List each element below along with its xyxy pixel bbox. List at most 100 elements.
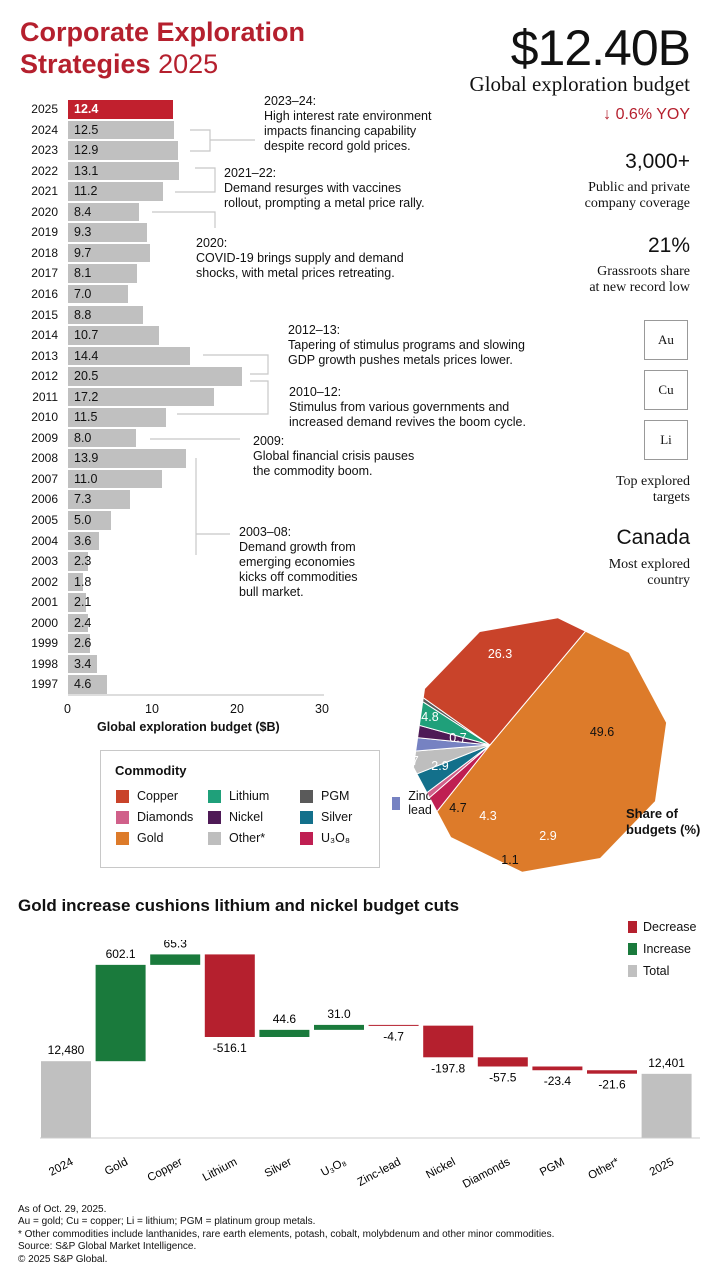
annotation-line: GDP growth pushes metals prices lower. — [288, 353, 513, 367]
bar-value: 8.0 — [74, 430, 92, 445]
bar-2017: 8.1 — [68, 264, 137, 283]
waterfall-value: 602.1 — [106, 947, 136, 961]
target-cu-box: Cu — [644, 370, 688, 410]
bar-value: 13.1 — [74, 163, 99, 178]
pie-label: 2.9 — [539, 829, 556, 843]
legend-swatch — [208, 810, 221, 824]
bar-value: 2.6 — [74, 636, 92, 651]
annotation-head: 2010–12: — [289, 385, 342, 399]
year-label: 2018 — [31, 245, 58, 260]
page-title: Corporate Exploration Strategies 2025 — [20, 17, 306, 79]
bar-value: 8.1 — [74, 266, 92, 281]
year-label: 1999 — [31, 636, 58, 651]
pie-slice-pgm — [413, 618, 491, 746]
pie-label: 4.8 — [421, 710, 438, 724]
bar-2009: 8.0 — [68, 428, 136, 448]
bar-2010: 11.5 — [68, 408, 166, 427]
legend-swatch — [300, 831, 313, 845]
footer-notes: As of Oct. 29, 2025. Au = gold; Cu = copp… — [18, 1204, 554, 1266]
annotation-line: increased demand revives the boom cycle. — [289, 415, 526, 429]
bar-1998: 3.4 — [68, 654, 97, 674]
budget-value: $12.40B — [510, 20, 691, 76]
legend-swatch — [208, 789, 221, 803]
bar-2005: 5.0 — [68, 511, 111, 530]
legend-item-u₃o₈: U₃O₈ — [300, 831, 350, 845]
bar-2008: 13.9 — [68, 449, 187, 468]
legend-label: Copper — [137, 789, 178, 803]
x-tick: 30 — [315, 702, 329, 716]
waterfall-value: -197.8 — [431, 1061, 465, 1075]
waterfall-category: Nickel — [424, 1156, 457, 1181]
bar-2013: 14.4 — [68, 346, 191, 366]
bar-value: 3.6 — [74, 533, 92, 548]
bar-1997: 4.6 — [68, 675, 108, 694]
legend-label: Nickel — [229, 810, 264, 824]
annotation-head: 2023–24: — [264, 94, 317, 108]
footer-line: Source: S&P Global Market Intelligence. — [18, 1241, 197, 1253]
waterfall-category: U₃O₈ — [319, 1156, 348, 1179]
waterfall-bar-diamonds — [477, 1057, 528, 1067]
annotation-line: rollout, prompting a metal price rally. — [224, 196, 425, 210]
annotation-head: 2021–22: — [224, 166, 277, 180]
waterfall-category: 2024 — [47, 1156, 76, 1179]
connector-2023-24 — [190, 129, 211, 152]
pie-label: 4.3 — [479, 809, 496, 823]
bar-2011: 17.2 — [68, 387, 215, 407]
legend-item-silver: Silver — [300, 810, 352, 824]
bar-2006: 7.3 — [68, 490, 131, 509]
year-label: 2010 — [31, 410, 58, 425]
annotation-4: 2010–12: Stimulus from various government… — [289, 385, 526, 430]
waterfall-category: Diamonds — [461, 1156, 513, 1191]
footer-line: * Other commodities include lanthanides,… — [18, 1228, 555, 1240]
legend-swatch — [116, 789, 129, 803]
year-label: 2022 — [31, 163, 58, 178]
year-label: 2006 — [31, 492, 58, 507]
bar-2019: 9.3 — [68, 223, 148, 242]
waterfall-legend-increase: Increase — [628, 942, 691, 956]
waterfall-category: Silver — [263, 1156, 294, 1180]
bar-value: 9.7 — [74, 245, 92, 260]
x-tick: 10 — [145, 702, 159, 716]
targets-label: Top explored targets — [615, 474, 690, 505]
coverage-value: 3,000+ — [625, 150, 690, 173]
footer-line: © 2025 S&P Global. — [18, 1253, 108, 1265]
bar-value: 5.0 — [74, 513, 92, 527]
annotation-head: 2003–08: — [239, 525, 292, 539]
bar-2016: 7.0 — [68, 284, 128, 304]
waterfall-bar-lithium — [204, 954, 255, 1037]
legend-label: Other* — [229, 831, 266, 845]
legend-swatch — [116, 810, 129, 824]
year-label: 2000 — [31, 615, 58, 630]
grassroots-value: 21% — [647, 234, 690, 257]
pie-label: 49.6 — [590, 725, 614, 739]
annotation-line: Stimulus from various governments and — [289, 400, 510, 414]
year-label: 2008 — [31, 451, 58, 466]
waterfall-category: PGM — [538, 1156, 567, 1179]
bar-1999: 2.6 — [68, 634, 92, 653]
pie-label: 0.7 — [449, 731, 466, 745]
pie-slice-nickel — [413, 674, 491, 746]
target-au-box: Au — [644, 320, 688, 360]
legend-label: Gold — [137, 831, 164, 845]
pie-label: 2.7 — [401, 754, 418, 768]
bar-value: 4.6 — [74, 677, 92, 692]
legend-item-nickel: Nickel — [208, 810, 263, 824]
waterfall-bar-u₃o₈ — [314, 1024, 364, 1030]
bar-2000: 2.4 — [68, 613, 91, 633]
coverage-label: Public and private company coverage — [584, 180, 690, 211]
bar-2001: 2.1 — [68, 593, 91, 612]
pie-label: 1.1 — [501, 853, 518, 867]
year-label: 2001 — [31, 595, 58, 610]
annotation-line: the commodity boom. — [253, 464, 373, 478]
waterfall-legend-total: Total — [628, 964, 669, 978]
bar-2014: 10.7 — [68, 326, 159, 345]
share-pie-chart: 49.6 2.9 1.1 4.3 4.7 2.9 2.7 4.8 0.7 26.3 — [401, 618, 667, 872]
bar-value: 13.9 — [74, 451, 99, 466]
waterfall-value: 12,401 — [648, 1056, 685, 1070]
bar-value: 7.0 — [74, 286, 92, 301]
waterfall-bar-gold — [95, 964, 146, 1062]
waterfall-category: 2025 — [648, 1156, 676, 1179]
legend-swatch — [628, 921, 637, 933]
annotation-head: 2020: — [196, 236, 228, 250]
connector-2012-13 — [203, 354, 269, 375]
